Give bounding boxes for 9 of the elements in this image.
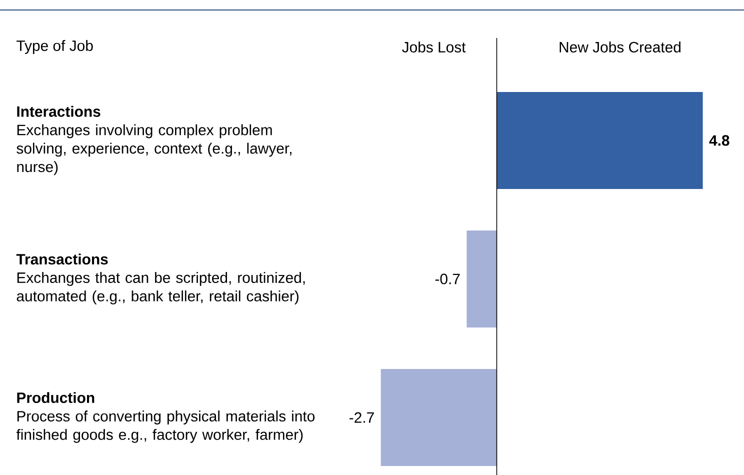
y-tick-label: Transactions Exchanges that can be scripted, routinized, automated (e.g., bank teller, retail cashier): [16, 254, 305, 304]
data-label: -0.7: [435, 274, 460, 284]
annotation: New Jobs Created: [560, 42, 680, 52]
y-tick-label: Interactions Exchanges involving complex problem solving, experience, context (e.g., lawyer, nurse): [16, 106, 292, 176]
data-label: 4.8: [709, 135, 730, 146]
annotation: Jobs Lost: [402, 42, 466, 52]
data-label: -2.7: [350, 412, 374, 423]
text: Type of Job: [16, 40, 93, 54]
y-tick-label: Production Process of converting physical materials into finished goods e.g., factory worker, farmer): [16, 392, 315, 443]
